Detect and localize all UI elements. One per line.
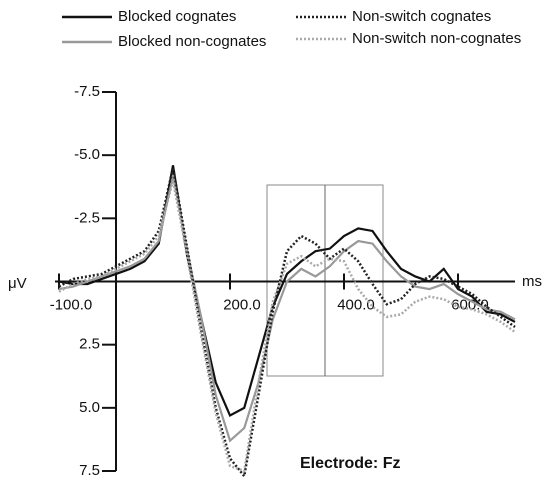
annotation: Electrode: Fz [300, 455, 400, 472]
y-axis-label: μV [8, 275, 27, 292]
x-tick-label: 400.0 [337, 296, 375, 313]
y-tick-label: 5.0 [79, 399, 100, 416]
x-tick-label: 200.0 [223, 296, 261, 313]
legend-label: Non-switch cognates [352, 8, 491, 25]
series-line [58, 165, 516, 417]
series-line [58, 167, 516, 479]
x-tick-label: -100.0 [50, 296, 93, 313]
y-tick-label: -7.5 [74, 83, 100, 100]
legend-label: Blocked cognates [118, 8, 236, 25]
y-tick-label: -2.5 [74, 209, 100, 226]
series-line [58, 180, 516, 473]
x-axis-label: ms [522, 273, 542, 290]
y-tick-label: 7.5 [79, 462, 100, 479]
legend-label: Non-switch non-cognates [352, 30, 521, 47]
y-tick-label: 2.5 [79, 336, 100, 353]
legend-label: Blocked non-cognates [118, 33, 266, 50]
y-tick-label: -5.0 [74, 146, 100, 163]
series-line [58, 175, 516, 443]
